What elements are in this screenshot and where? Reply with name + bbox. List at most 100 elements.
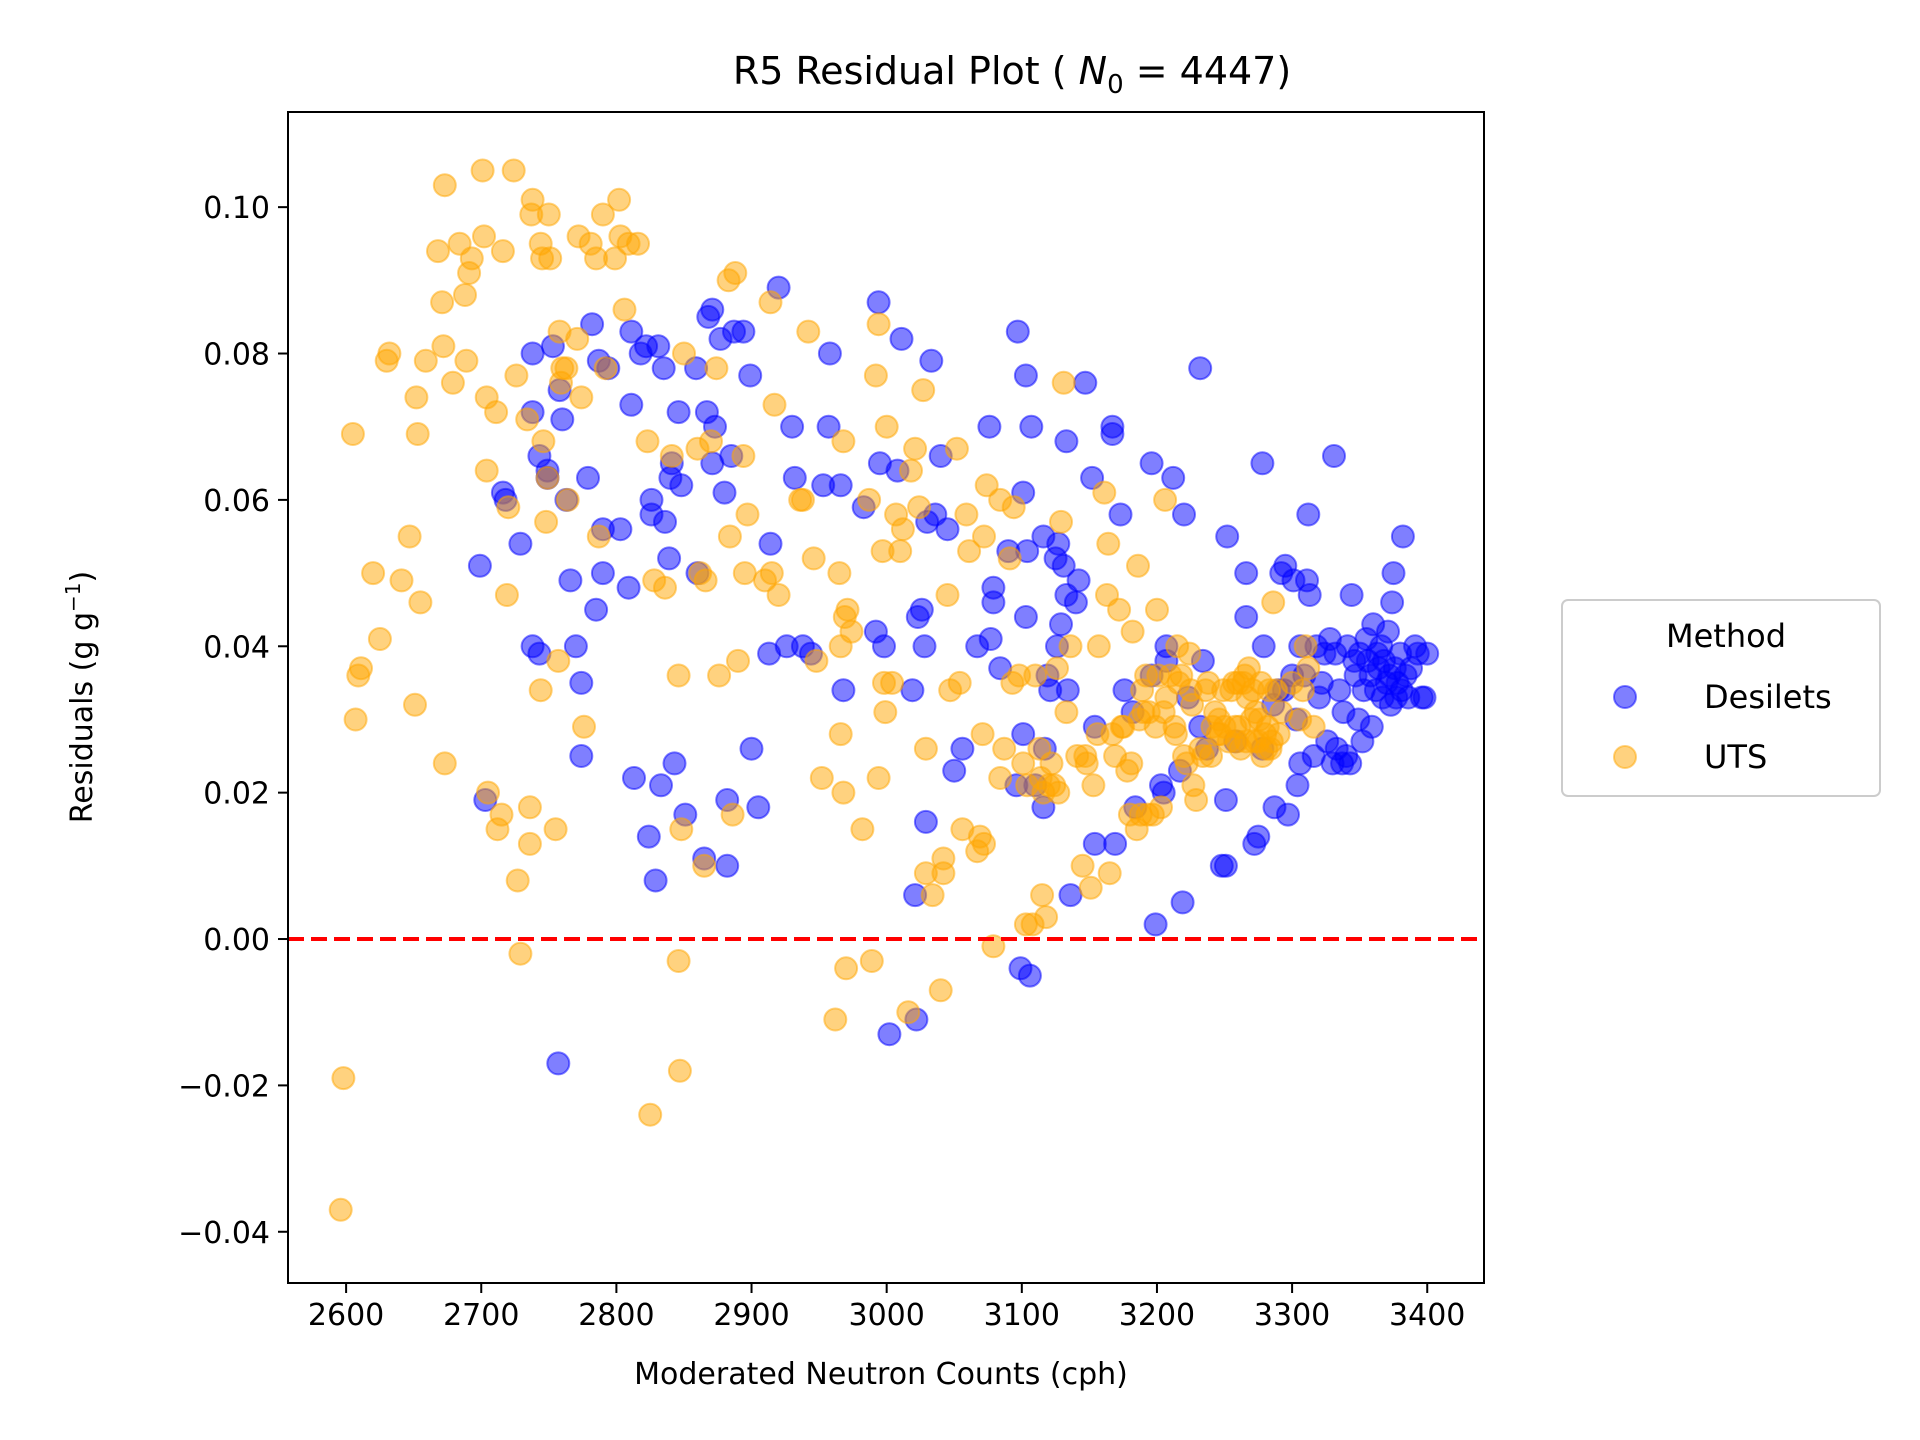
point-desilets	[816, 414, 841, 439]
point-uts	[536, 202, 561, 227]
point-desilets	[646, 334, 671, 359]
point-uts	[790, 487, 815, 512]
point-uts	[453, 283, 477, 307]
y-tick-label: 0.10	[203, 191, 270, 226]
point-desilets	[912, 634, 937, 659]
point-uts	[866, 312, 891, 337]
point-uts	[501, 158, 526, 183]
point-uts	[828, 722, 853, 747]
point-uts	[361, 561, 386, 586]
point-desilets	[1017, 963, 1042, 988]
point-uts	[638, 1102, 663, 1127]
point-desilets	[1338, 751, 1363, 776]
x-axis-label: Moderated Neutron Counts (cph)	[634, 1357, 1128, 1392]
point-desilets	[889, 326, 914, 351]
point-desilets	[1170, 890, 1195, 915]
point-uts	[907, 495, 932, 520]
point-uts	[896, 1000, 921, 1025]
point-desilets	[1063, 590, 1088, 615]
point-uts	[992, 736, 1017, 761]
legend-frame	[1561, 599, 1881, 797]
point-uts	[626, 231, 650, 256]
point-uts	[1049, 509, 1073, 534]
point-desilets	[1013, 363, 1038, 388]
point-uts	[586, 524, 611, 549]
point-desilets	[467, 553, 492, 578]
legend-title: Method	[1666, 617, 1786, 655]
point-uts	[801, 546, 826, 571]
point-desilets	[1234, 605, 1259, 629]
point-uts	[505, 868, 530, 893]
point-desilets	[1103, 831, 1128, 856]
point-uts	[1039, 751, 1064, 776]
point-desilets	[1213, 788, 1238, 812]
point-desilets	[576, 465, 600, 490]
point-uts	[440, 370, 465, 395]
point-uts	[931, 861, 956, 886]
x-tick-label: 2600	[308, 1298, 384, 1333]
point-uts	[850, 817, 875, 842]
point-uts	[928, 978, 953, 1003]
point-desilets	[1139, 451, 1164, 476]
point-uts	[546, 648, 571, 673]
point-desilets	[657, 546, 682, 571]
point-uts	[459, 246, 484, 271]
point-uts	[484, 400, 509, 425]
point-uts	[653, 575, 677, 600]
point-desilets	[558, 568, 583, 593]
point-uts	[603, 246, 627, 271]
point-uts	[635, 429, 660, 454]
x-tick-label: 2900	[713, 1298, 789, 1333]
point-desilets	[1082, 831, 1107, 856]
point-uts	[693, 568, 718, 593]
point-desilets	[739, 736, 764, 761]
point-uts	[1096, 531, 1121, 556]
point-desilets	[662, 751, 687, 776]
point-desilets	[1051, 553, 1076, 578]
point-uts	[607, 187, 632, 212]
point-uts	[1184, 788, 1209, 812]
legend-marker-uts	[1613, 745, 1637, 769]
point-desilets	[977, 414, 1002, 439]
point-desilets	[1246, 824, 1271, 849]
point-uts	[890, 517, 915, 542]
point-uts	[1120, 619, 1145, 644]
point-desilets	[872, 634, 896, 659]
point-uts	[1119, 751, 1144, 776]
point-uts	[1078, 875, 1103, 900]
point-uts	[903, 436, 928, 461]
point-desilets	[1019, 414, 1044, 439]
point-uts	[880, 670, 905, 695]
point-desilets	[649, 773, 673, 798]
legend-label-desilets: Desilets	[1704, 678, 1832, 716]
x-axis: 2600 2700 2800 2900 3000 3100 3200 3300 3400	[308, 1283, 1465, 1333]
point-desilets	[1234, 561, 1259, 586]
point-desilets	[569, 744, 594, 768]
point-desilets	[1276, 802, 1300, 827]
point-uts	[430, 290, 455, 315]
point-uts	[1163, 722, 1188, 747]
point-desilets	[1415, 641, 1440, 666]
point-uts	[1149, 795, 1173, 820]
point-uts	[593, 356, 618, 381]
point-desilets	[639, 487, 664, 512]
point-uts	[397, 524, 422, 549]
point-desilets	[782, 465, 807, 490]
point-desilets	[712, 480, 737, 505]
y-tick-label: 0.04	[203, 630, 270, 665]
point-uts	[827, 561, 852, 586]
point-desilets	[669, 473, 694, 498]
point-uts	[804, 648, 829, 673]
point-uts	[796, 319, 821, 344]
point-desilets	[616, 575, 641, 600]
point-uts	[997, 546, 1022, 571]
point-uts	[723, 261, 748, 285]
point-uts	[1074, 751, 1099, 776]
point-uts	[413, 348, 438, 373]
point-uts	[707, 663, 732, 688]
point-uts	[873, 700, 898, 725]
point-uts	[517, 831, 542, 856]
point-uts	[1296, 656, 1321, 681]
point-desilets	[780, 414, 805, 439]
point-desilets	[636, 824, 661, 849]
